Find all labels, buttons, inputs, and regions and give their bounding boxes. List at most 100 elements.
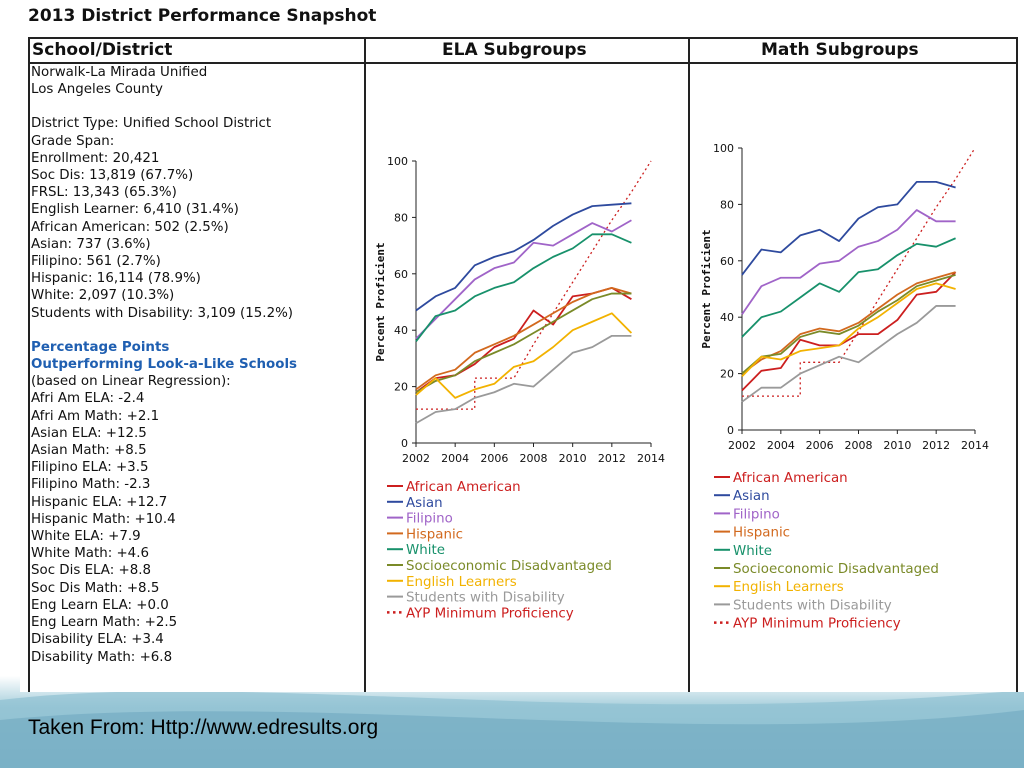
legend-label: African American [406,480,521,495]
legend-label: English Learners [406,575,517,590]
filipino-count: Filipino: 561 (2.7%) [31,254,161,270]
y-tick-label: 80 [394,211,408,224]
x-tick-label: 2010 [883,439,911,452]
legend-label: Hispanic [406,527,463,542]
spacer [31,98,363,115]
y-axis-label: Percent Proficient [700,229,713,348]
y-tick-label: 20 [394,381,408,394]
series-line-socioeconomic-disadvantaged [741,274,956,375]
pp-item: White Math: +4.6 [31,546,149,562]
pp-item: Disability ELA: +3.4 [31,632,164,648]
disability-count: Students with Disability: 3,109 (15.2%) [31,305,294,321]
x-tick-label: 2004 [767,439,795,452]
y-tick-label: 0 [727,424,734,437]
african-american-count: African American: 502 (2.5%) [31,219,229,235]
pp-item: Asian ELA: +12.5 [31,425,147,441]
hispanic-count: Hispanic: 16,114 (78.9%) [31,271,201,287]
pp-item: Filipino ELA: +3.5 [31,460,149,476]
snapshot-table: School/District ELA Subgroups Math Subgr… [28,37,1018,692]
legend-label: Filipino [733,507,780,522]
pp-item: Filipino Math: -2.3 [31,477,151,493]
ayp-minimum-proficiency-line [416,160,652,410]
y-tick-label: 40 [720,311,734,324]
y-tick-label: 60 [720,255,734,268]
pp-item: Eng Learn ELA: +0.0 [31,597,169,613]
x-tick-label: 2012 [598,452,626,465]
series-line-filipino [741,209,956,315]
pp-item: Disability Math: +6.8 [31,649,173,665]
series-line-asian [415,202,632,312]
page-title: 2013 District Performance Snapshot [28,6,377,26]
y-tick-label: 100 [387,155,408,168]
english-learner-count: English Learner: 6,410 (31.4%) [31,202,239,218]
series-line-hispanic [741,271,956,375]
series-line-filipino [415,219,632,340]
pp-item: Hispanic ELA: +12.7 [31,494,168,510]
spacer [31,322,363,339]
legend-label: AYP Minimum Proficiency [406,606,574,621]
pp-item: Afri Am ELA: -2.4 [31,391,145,407]
x-tick-label: 2012 [922,439,950,452]
district-type: District Type: Unified School District [31,116,272,132]
series-line-african-american [741,271,957,392]
pp-item: Hispanic Math: +10.4 [31,511,176,527]
y-tick-label: 80 [720,198,734,211]
x-tick-label: 2008 [845,439,873,452]
pp-item: Soc Dis Math: +8.5 [31,580,160,596]
math-chart: 0 20 40 60 80 100 2002 2004 2006 2008 2010 2012 2014… [700,142,989,632]
ela-chart: 0 20 40 60 80 100 2002 2004 2006 2008 2010 2012 2014… [374,155,665,621]
pp-item: White ELA: +7.9 [31,529,141,545]
series-line-students-with-disability [415,334,632,425]
legend-label: White [733,544,772,559]
legend-label: Filipino [406,512,453,527]
pp-item: Soc Dis ELA: +8.8 [31,563,152,579]
legend-label: Socioeconomic Disadvantaged [406,559,612,574]
legend-label: Asian [406,496,443,511]
column-header-ela: ELA Subgroups [442,40,587,60]
legend-label: African American [733,471,848,486]
y-tick-label: 40 [394,324,408,337]
x-tick-label: 2006 [480,452,508,465]
table-divider-2 [688,37,690,692]
pp-item: Asian Math: +8.5 [31,443,147,459]
table-border-left [28,37,30,692]
pp-item: Afri Am Math: +2.1 [31,408,160,424]
series-line-white [415,233,632,343]
y-axis-label: Percent Proficient [374,242,387,361]
y-tick-label: 20 [720,368,734,381]
table-divider-1 [364,37,366,692]
y-tick-label: 0 [401,437,408,450]
source-footer: Taken From: Http://www.edresults.org [28,716,379,739]
table-header-rule [28,62,1018,64]
legend-label: Socioeconomic Disadvantaged [733,562,939,577]
pp-heading-line-2: Outperforming Look-a-Like Schools [31,357,298,373]
county-name: Los Angeles County [31,82,163,98]
snapshot-panel [20,0,1024,692]
series-line-english-learners [415,312,633,399]
y-tick-label: 60 [394,268,408,281]
series-line-socioeconomic-disadvantaged [415,292,632,394]
slide-wave-decoration [0,690,1024,768]
soc-dis-count: Soc Dis: 13,819 (67.7%) [31,168,194,184]
x-tick-label: 2004 [441,452,469,465]
asian-count: Asian: 737 (3.6%) [31,236,151,252]
district-info: Norwalk-La Mirada Unified Los Angeles Co… [31,64,363,666]
x-tick-label: 2010 [559,452,587,465]
legend-label: Students with Disability [733,598,892,613]
column-header-school: School/District [32,40,173,60]
table-border-right [1016,37,1018,692]
series-line-asian [741,180,956,276]
pp-heading-line-1: Percentage Points [31,339,170,355]
x-tick-label: 2002 [728,439,756,452]
x-tick-label: 2014 [637,452,665,465]
x-tick-label: 2002 [402,452,430,465]
pp-note: (based on Linear Regression): [31,374,231,390]
legend-label: AYP Minimum Proficiency [733,617,901,632]
white-count: White: 2,097 (10.3%) [31,288,175,304]
x-tick-label: 2014 [961,439,989,452]
series-line-white [741,237,956,338]
frsl-count: FRSL: 13,343 (65.3%) [31,185,177,201]
district-name: Norwalk-La Mirada Unified [31,65,208,80]
series-line-students-with-disability [741,305,956,403]
y-tick-label: 100 [713,142,734,155]
